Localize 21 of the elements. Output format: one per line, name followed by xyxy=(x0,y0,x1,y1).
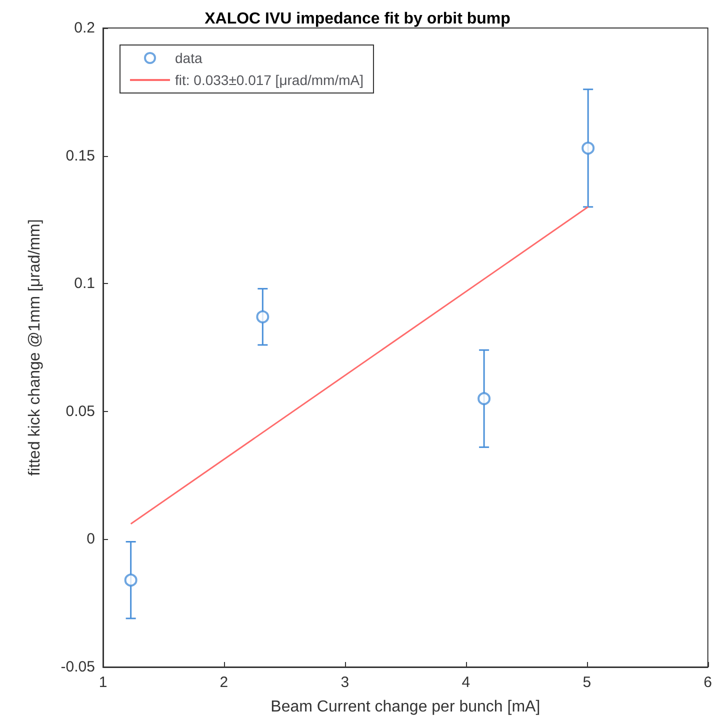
x-tick-label: 1 xyxy=(98,674,108,691)
y-tick-label: 0.05 xyxy=(66,402,95,420)
x-tick-label: 3 xyxy=(340,674,350,691)
y-tick-label: -0.05 xyxy=(60,658,95,676)
x-tick-label: 4 xyxy=(462,674,470,691)
legend-label: data xyxy=(175,50,202,66)
x-axis-title: Beam Current change per bunch [mA] xyxy=(270,698,540,716)
y-tick-label: 0.2 xyxy=(74,20,95,36)
chart-title: XALOC IVU impedance fit by orbit bump xyxy=(204,10,511,28)
point xyxy=(478,392,491,406)
x-tick-label: 5 xyxy=(582,674,592,691)
legend-label: fit: 0.033±0.017 [μrad/mm/mA] xyxy=(175,72,364,88)
y-tick-label: 0.15 xyxy=(66,147,95,164)
point xyxy=(582,142,595,155)
y-axis-title: fitted kick change @1mm [μrad/mm] xyxy=(26,219,44,476)
point xyxy=(124,574,138,587)
x-tick-label: 2 xyxy=(220,674,228,691)
y-tick-label: 0 xyxy=(86,530,95,548)
x-tick-label: 6 xyxy=(704,674,712,691)
y-tick-label: 0.1 xyxy=(74,275,95,292)
point xyxy=(256,310,270,324)
